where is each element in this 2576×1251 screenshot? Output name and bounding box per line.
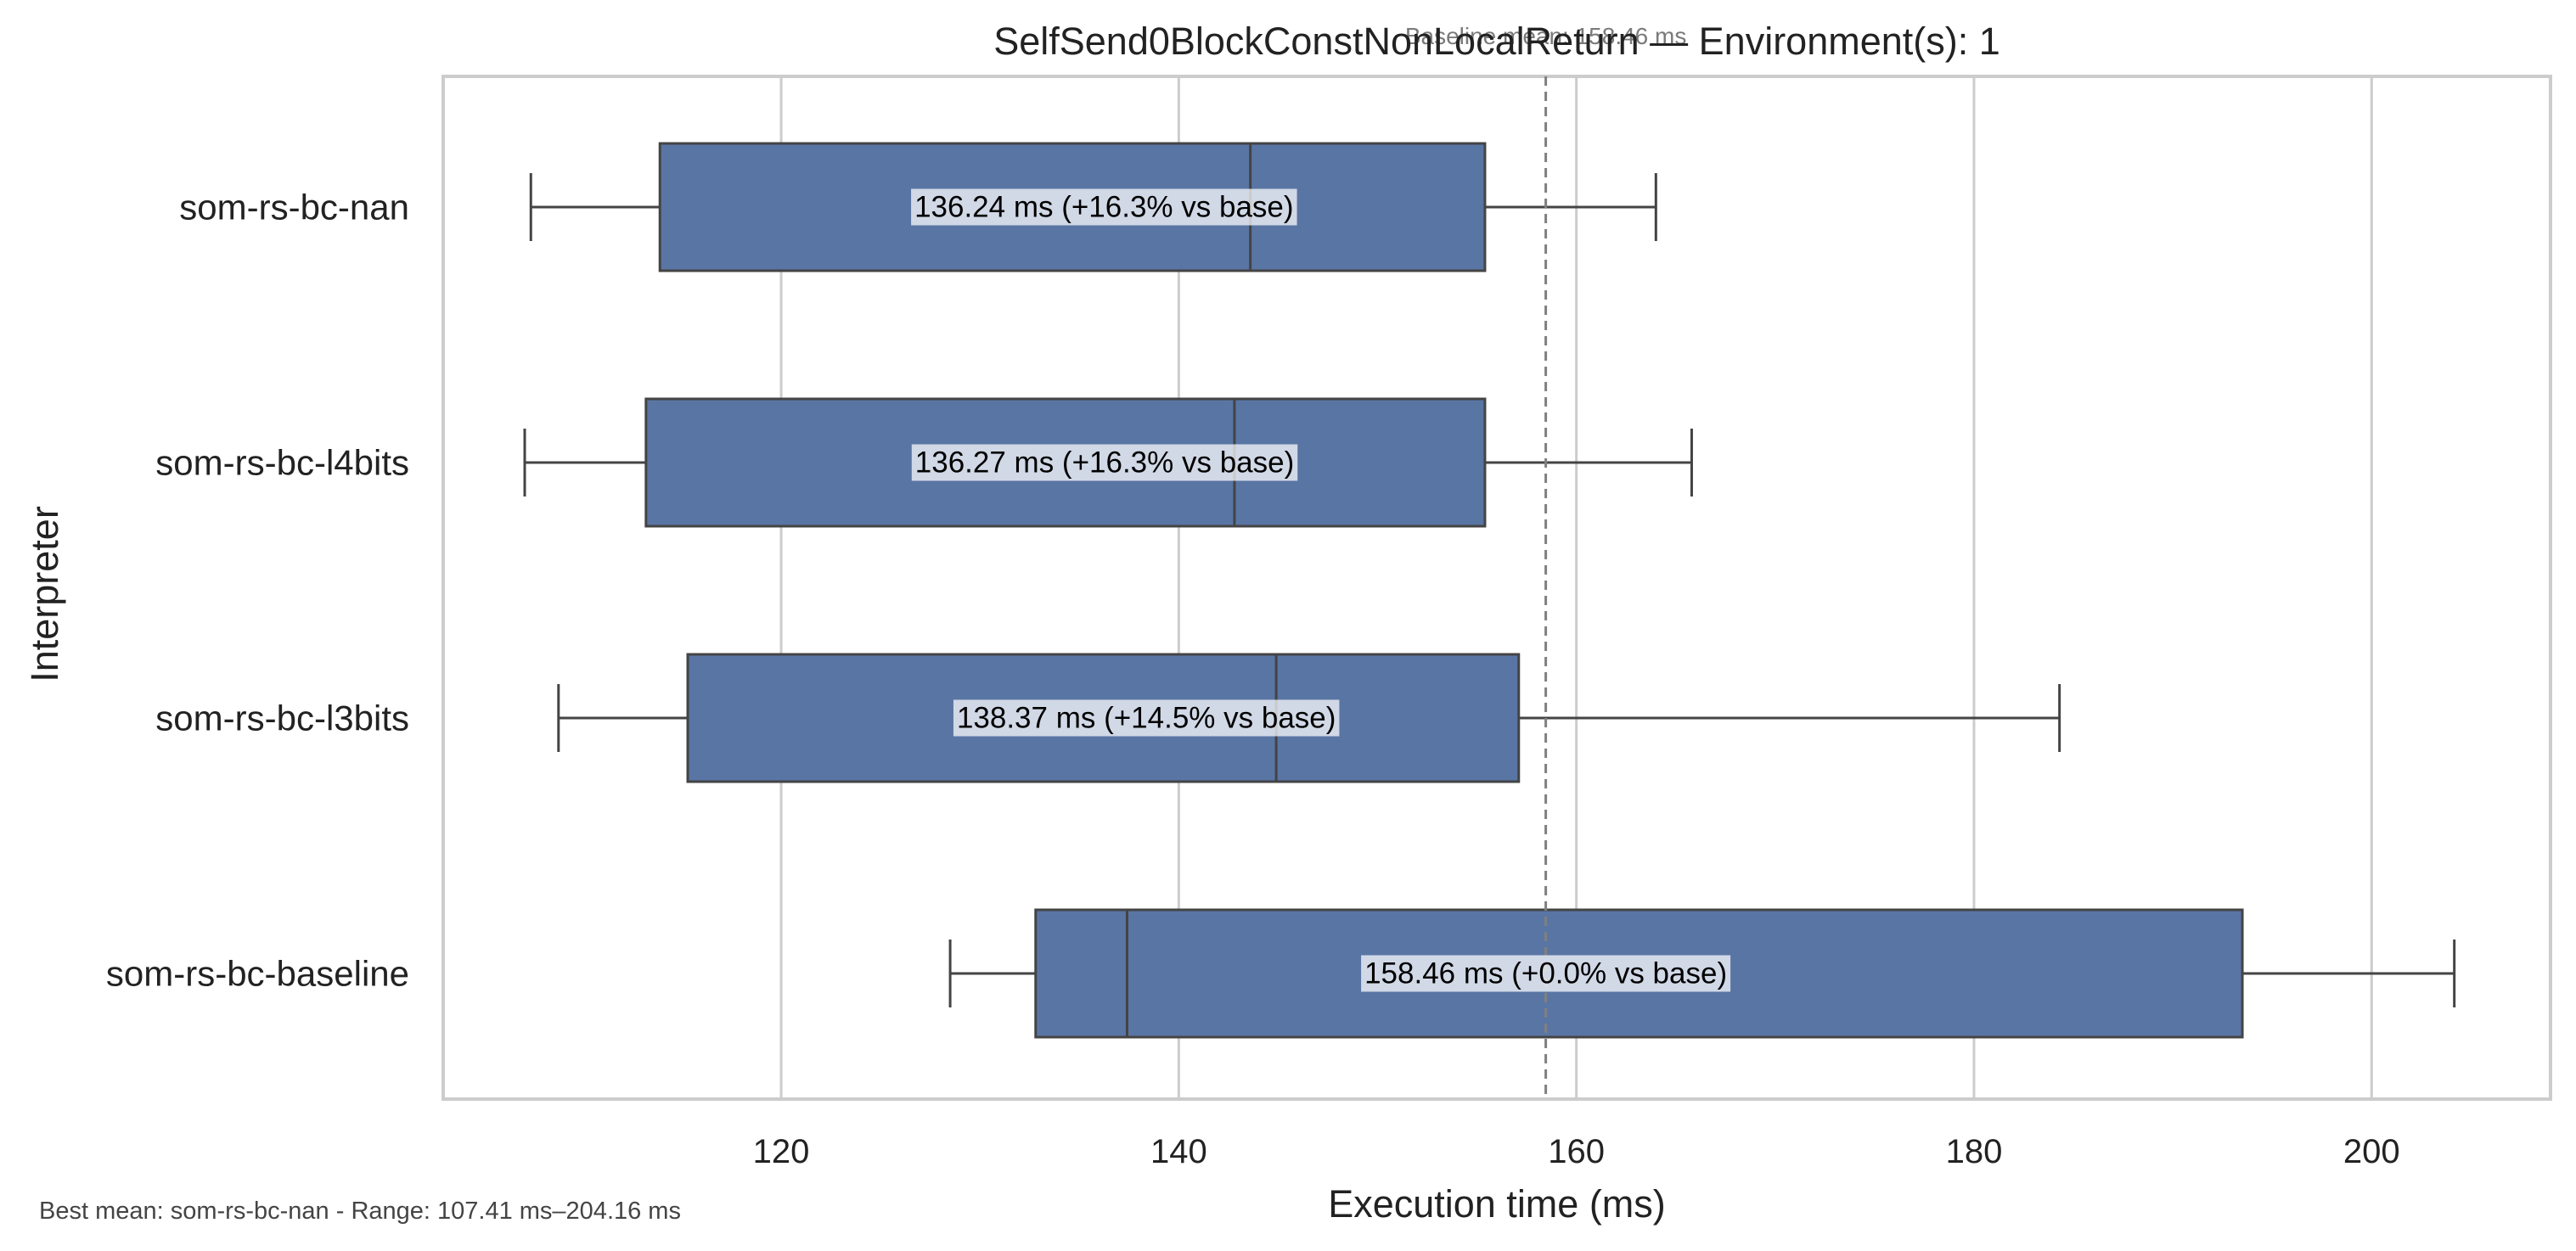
y-tick-label: som-rs-bc-nan — [179, 188, 409, 227]
x-axis-label: Execution time (ms) — [1328, 1182, 1666, 1226]
mean-label-group: 136.24 ms (+16.3% vs base) — [911, 188, 1297, 226]
y-axis-ticks: som-rs-bc-nan som-rs-bc-l4bits som-rs-bc-l… — [106, 188, 409, 994]
mean-label-group: 136.27 ms (+16.3% vs base) — [911, 444, 1298, 481]
x-tick-label: 140 — [1150, 1133, 1207, 1170]
mean-label-background — [953, 699, 1340, 737]
mean-label-background — [1361, 955, 1731, 992]
mean-labels: 136.24 ms (+16.3% vs base) 136.27 ms (+16… — [911, 188, 1731, 992]
chart-title: SelfSend0BlockConstNonLocalReturn — Envi… — [993, 20, 2000, 63]
y-axis-label: Interpreter — [23, 506, 66, 682]
mean-label-background — [911, 444, 1298, 481]
x-tick-label: 180 — [1946, 1133, 2003, 1170]
y-tick-label: som-rs-bc-l3bits — [155, 698, 409, 738]
x-tick-label: 160 — [1548, 1133, 1605, 1170]
mean-label: 138.37 ms (+14.5% vs base) — [957, 702, 1336, 735]
baseline-label: Baseline mean: 158.46 ms — [1405, 23, 1687, 49]
x-tick-label: 200 — [2343, 1133, 2400, 1170]
mean-label-group: 158.46 ms (+0.0% vs base) — [1361, 955, 1731, 992]
mean-label: 136.24 ms (+16.3% vs base) — [914, 191, 1294, 224]
mean-label: 136.27 ms (+16.3% vs base) — [915, 446, 1295, 480]
y-tick-label: som-rs-bc-baseline — [106, 954, 409, 994]
mean-label-background — [911, 188, 1297, 226]
x-axis-ticks: 120 140 160 180 200 — [753, 1133, 2400, 1170]
footnote: Best mean: som-rs-bc-nan - Range: 107.41… — [39, 1198, 681, 1225]
x-tick-label: 120 — [753, 1133, 810, 1170]
mean-label-group: 138.37 ms (+14.5% vs base) — [953, 699, 1340, 737]
y-tick-label: som-rs-bc-l4bits — [155, 443, 409, 483]
baseline-marker: Baseline mean: 158.46 ms — [1405, 23, 1687, 1099]
mean-label: 158.46 ms (+0.0% vs base) — [1364, 957, 1727, 990]
